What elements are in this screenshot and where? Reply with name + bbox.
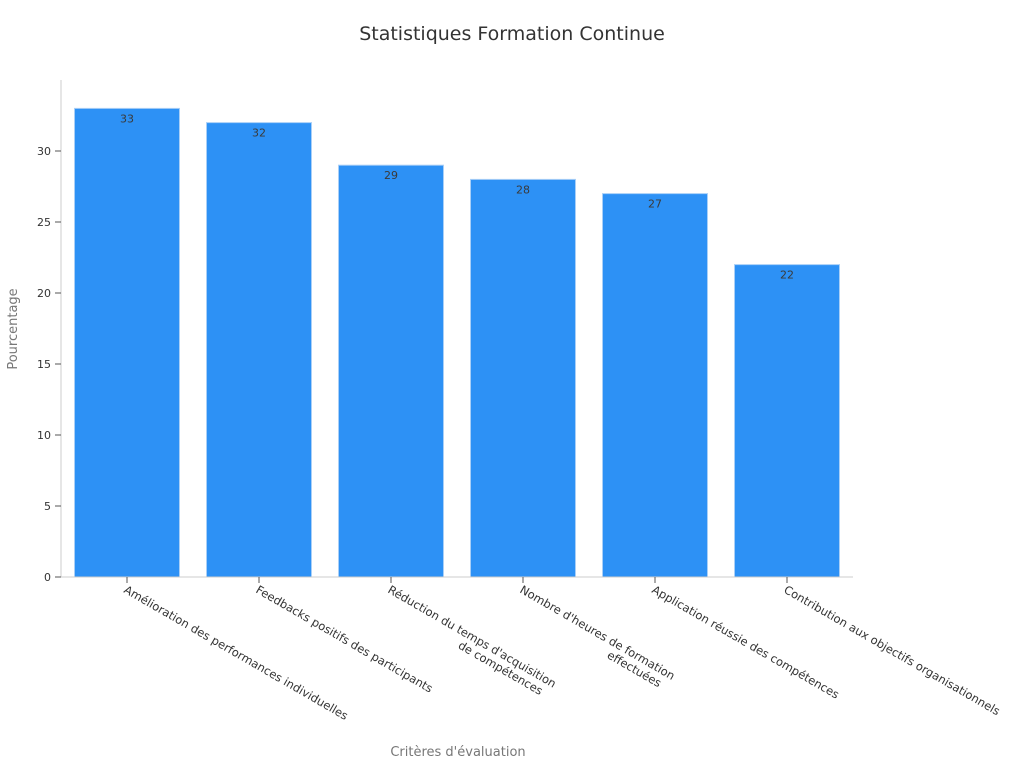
bar-value-label: 28 — [516, 183, 530, 196]
bar — [470, 178, 576, 578]
y-tick-label: 25 — [37, 216, 51, 229]
x-axis: Amélioration des performances individuel… — [61, 576, 1003, 723]
y-tick-label: 30 — [37, 145, 51, 158]
bar-value-label: 29 — [384, 169, 398, 182]
y-tick-label: 10 — [37, 429, 51, 442]
bars-group: 33 32 29 28 27 22 — [74, 107, 840, 578]
x-tick-label: Amélioration des performances individuel… — [122, 582, 351, 722]
bar — [338, 164, 444, 578]
category-label: Amélioration des performances individuel… — [122, 582, 351, 722]
bar-value-label: 22 — [780, 269, 794, 282]
bar — [74, 107, 180, 578]
bar-value-label: 33 — [120, 112, 134, 125]
chart-title: Statistiques Formation Continue — [359, 23, 665, 45]
y-tick-label: 20 — [37, 287, 51, 300]
x-axis-title: Critères d'évaluation — [390, 745, 525, 760]
y-tick-label: 15 — [37, 358, 51, 371]
y-tick-label: 5 — [44, 500, 51, 513]
y-axis: 0 5 10 15 20 25 30 — [37, 80, 62, 584]
bar-value-label: 32 — [252, 127, 266, 140]
bar — [206, 122, 312, 578]
category-label-line: Amélioration des performances individuel… — [122, 582, 351, 722]
y-axis-title: Pourcentage — [6, 288, 21, 369]
bar — [602, 193, 708, 578]
bar-value-label: 27 — [648, 198, 662, 211]
y-tick-label: 0 — [44, 571, 51, 584]
x-tick-label: Contribution aux objectifs organisationn… — [782, 582, 1003, 718]
category-label: Contribution aux objectifs organisationn… — [782, 582, 1003, 718]
category-label-line: Contribution aux objectifs organisationn… — [782, 582, 1003, 718]
bar — [734, 264, 840, 578]
